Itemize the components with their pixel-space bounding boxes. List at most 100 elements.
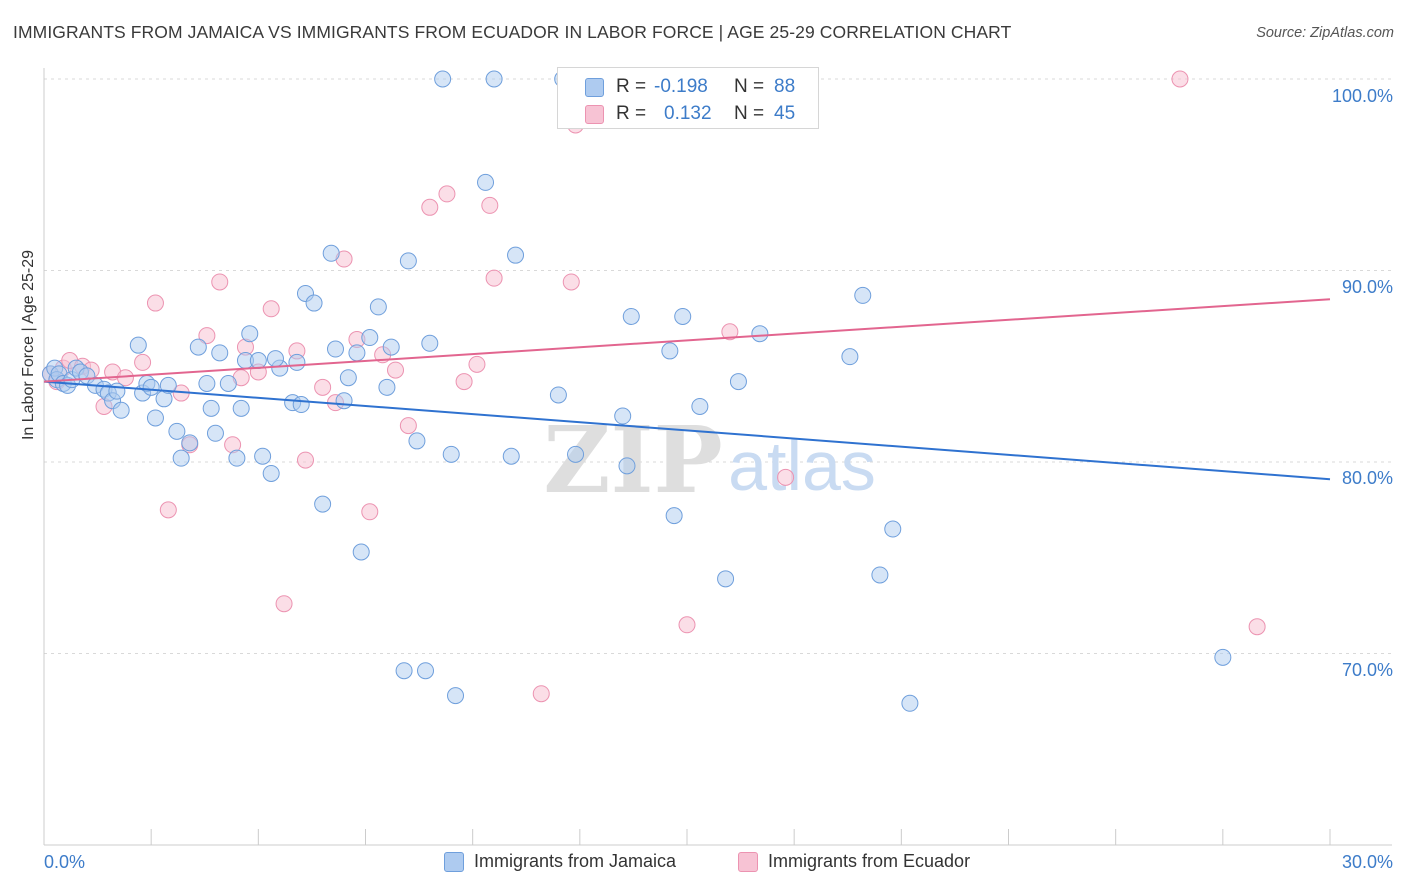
stats-legend: R = -0.198 N = 88 R = 0.132 N = 45	[557, 67, 819, 129]
legend-n-value-jamaica: 88	[774, 76, 796, 97]
point-jamaica	[549, 386, 567, 404]
point-jamaica	[717, 570, 735, 588]
point-jamaica	[189, 338, 207, 356]
legend-r-label: R =	[616, 76, 647, 97]
legend-r-label: R =	[616, 103, 647, 124]
point-ecuador	[421, 198, 439, 216]
point-ecuador	[159, 501, 177, 519]
point-ecuador	[399, 417, 417, 435]
point-jamaica	[382, 338, 400, 356]
point-jamaica	[502, 447, 520, 465]
point-jamaica	[477, 173, 495, 191]
point-jamaica	[202, 399, 220, 417]
point-jamaica	[421, 334, 439, 352]
y-tick-label-90: 90.0%	[1341, 277, 1393, 297]
series-legend: Immigrants from Jamaica Immigrants from …	[0, 851, 1406, 877]
point-jamaica	[434, 70, 452, 88]
point-jamaica	[871, 566, 889, 584]
point-ecuador	[361, 503, 379, 521]
point-jamaica	[232, 399, 250, 417]
y-tick-label-70: 70.0%	[1341, 660, 1393, 680]
point-ecuador	[296, 451, 314, 469]
point-ecuador	[275, 595, 293, 613]
point-jamaica	[567, 445, 585, 463]
point-jamaica	[352, 543, 370, 561]
point-jamaica	[841, 348, 859, 366]
point-jamaica	[292, 396, 310, 414]
point-jamaica	[361, 329, 379, 347]
y-tick-label-80: 80.0%	[1341, 468, 1393, 488]
legend-r-value-ecuador: 0.132	[664, 103, 712, 124]
point-jamaica	[378, 378, 396, 396]
point-jamaica	[369, 298, 387, 316]
point-ecuador	[678, 616, 696, 634]
legend-swatch-ecuador	[585, 104, 604, 124]
series-legend-ecuador[interactable]: Immigrants from Ecuador	[738, 851, 970, 872]
point-jamaica	[665, 507, 683, 525]
point-jamaica	[168, 422, 186, 440]
point-jamaica	[614, 407, 632, 425]
point-jamaica	[884, 520, 902, 538]
series-swatch-ecuador	[738, 851, 758, 872]
trend-layer	[43, 298, 1331, 481]
y-axis-label: In Labor Force | Age 25-29	[20, 249, 37, 441]
point-ecuador	[1248, 618, 1266, 636]
point-ecuador	[721, 323, 739, 341]
y-tick-label-100: 100.0%	[1331, 86, 1393, 106]
point-jamaica	[485, 70, 503, 88]
point-jamaica	[228, 449, 246, 467]
point-ecuador	[468, 355, 486, 373]
point-ecuador	[387, 361, 405, 379]
x-tick-label-min: 0.0%	[44, 852, 86, 872]
point-jamaica	[408, 432, 426, 450]
point-jamaica	[112, 401, 130, 419]
point-jamaica	[691, 397, 709, 415]
point-jamaica	[211, 344, 229, 362]
point-jamaica	[901, 694, 919, 712]
point-jamaica	[674, 307, 692, 325]
point-jamaica	[108, 382, 126, 400]
point-ecuador	[481, 196, 499, 214]
point-jamaica	[442, 445, 460, 463]
point-ecuador	[485, 269, 503, 287]
point-jamaica	[622, 307, 640, 325]
point-jamaica	[219, 374, 237, 392]
point-jamaica	[339, 369, 357, 387]
point-ecuador	[134, 353, 152, 371]
point-jamaica	[266, 350, 284, 368]
legend-n-label: N =	[734, 103, 765, 124]
point-jamaica	[854, 286, 872, 304]
axis-layer	[43, 68, 1392, 846]
point-jamaica	[335, 392, 353, 410]
point-jamaica	[326, 340, 344, 358]
point-jamaica	[322, 244, 340, 262]
point-ecuador	[438, 185, 456, 203]
point-jamaica	[288, 353, 306, 371]
legend-r-value-jamaica: -0.198	[654, 76, 708, 97]
trendline-jamaica	[43, 380, 1331, 481]
chart-title: IMMIGRANTS FROM JAMAICA VS IMMIGRANTS FR…	[13, 22, 1012, 42]
jamaica-points	[41, 70, 1232, 712]
x-tick-label-max: 30.0%	[1341, 852, 1393, 872]
legend-row-jamaica: R = -0.198 N = 88	[558, 74, 795, 100]
legend-row-ecuador: R = 0.132 N = 45	[558, 101, 795, 127]
trendline-ecuador	[43, 298, 1331, 383]
point-jamaica	[729, 373, 747, 391]
point-jamaica	[172, 449, 190, 467]
point-jamaica	[618, 457, 636, 475]
point-ecuador	[314, 378, 332, 396]
point-jamaica	[305, 294, 323, 312]
legend-swatch-jamaica	[585, 77, 604, 97]
point-jamaica	[198, 374, 216, 392]
watermark: ZIP atlas	[543, 406, 876, 514]
point-jamaica	[241, 325, 259, 343]
point-jamaica	[348, 344, 366, 362]
point-ecuador	[1171, 70, 1189, 88]
point-jamaica	[262, 464, 280, 482]
legend-n-label: N =	[734, 76, 765, 97]
point-jamaica	[249, 352, 267, 370]
series-legend-jamaica[interactable]: Immigrants from Jamaica	[444, 851, 676, 872]
point-jamaica	[417, 662, 435, 680]
point-ecuador	[146, 294, 164, 312]
